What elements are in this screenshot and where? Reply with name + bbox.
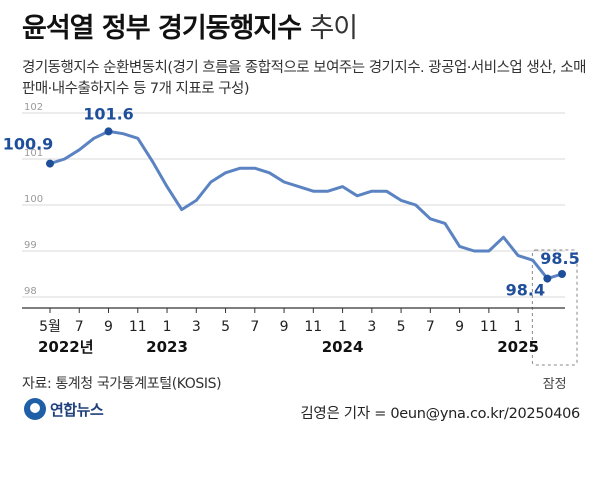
- year-label: 2025: [497, 338, 539, 356]
- x-tick-label: 1: [163, 319, 172, 335]
- x-tick-label: 3: [192, 319, 201, 335]
- data-point: [558, 270, 566, 278]
- title-bold: 윤석열 정부 경기동행지수: [22, 13, 302, 44]
- data-label: 98.5: [540, 249, 579, 268]
- yonhap-logo-icon: [24, 398, 46, 420]
- series-line: [48, 129, 564, 281]
- reporter-credit: 김영은 기자 = 0eun@yna.co.kr/20250406: [300, 406, 580, 422]
- x-tick-label: 7: [75, 319, 84, 335]
- y-tick-label: 99: [24, 240, 37, 251]
- x-tick-label: 11: [129, 319, 147, 335]
- source-note: 자료: 통계청 국가통계포털(KOSIS): [22, 376, 222, 392]
- data-point: [46, 159, 54, 168]
- data-point: [104, 127, 113, 136]
- year-label: 2024: [322, 338, 364, 356]
- x-tick-label: 7: [250, 319, 259, 335]
- x-tick-label: 5: [221, 319, 230, 335]
- x-tick-label: 11: [480, 319, 498, 335]
- x-tick-label: 9: [280, 319, 289, 335]
- year-label: 2023: [146, 338, 188, 356]
- logo-text: 연합뉴스: [50, 400, 104, 419]
- provisional-label: 잠정: [543, 377, 567, 392]
- data-label: 101.6: [83, 104, 134, 123]
- x-tick-label: 7: [426, 319, 435, 335]
- x-tick-label: 1: [338, 319, 347, 335]
- chart-title: 윤석열 정부 경기동행지수 추이: [22, 6, 358, 45]
- x-tick-label: 5월: [39, 319, 61, 335]
- y-tick-label: 100: [24, 194, 43, 205]
- data-label: 98.4: [506, 281, 545, 300]
- x-tick-label: 9: [455, 319, 464, 335]
- data-point: [543, 274, 552, 283]
- x-tick-label: 1: [514, 319, 523, 335]
- x-tick-label: 3: [367, 319, 376, 335]
- yonhap-logo: 연합뉴스: [24, 398, 104, 420]
- title-light: 추이: [309, 13, 358, 44]
- y-tick-label: 98: [24, 286, 37, 297]
- x-tick-label: 11: [304, 319, 322, 335]
- year-label: 2022년: [38, 338, 94, 356]
- y-tick-label: 101: [24, 148, 43, 159]
- y-tick-label: 102: [24, 102, 43, 113]
- x-tick-label: 5: [397, 319, 406, 335]
- data-label: 100.9: [3, 135, 54, 154]
- x-tick-label: 9: [104, 319, 113, 335]
- chart-subtitle: 경기동행지수 순환변동치(경기 흐름을 종합적으로 보여주는 경기지수. 광공업…: [22, 60, 586, 97]
